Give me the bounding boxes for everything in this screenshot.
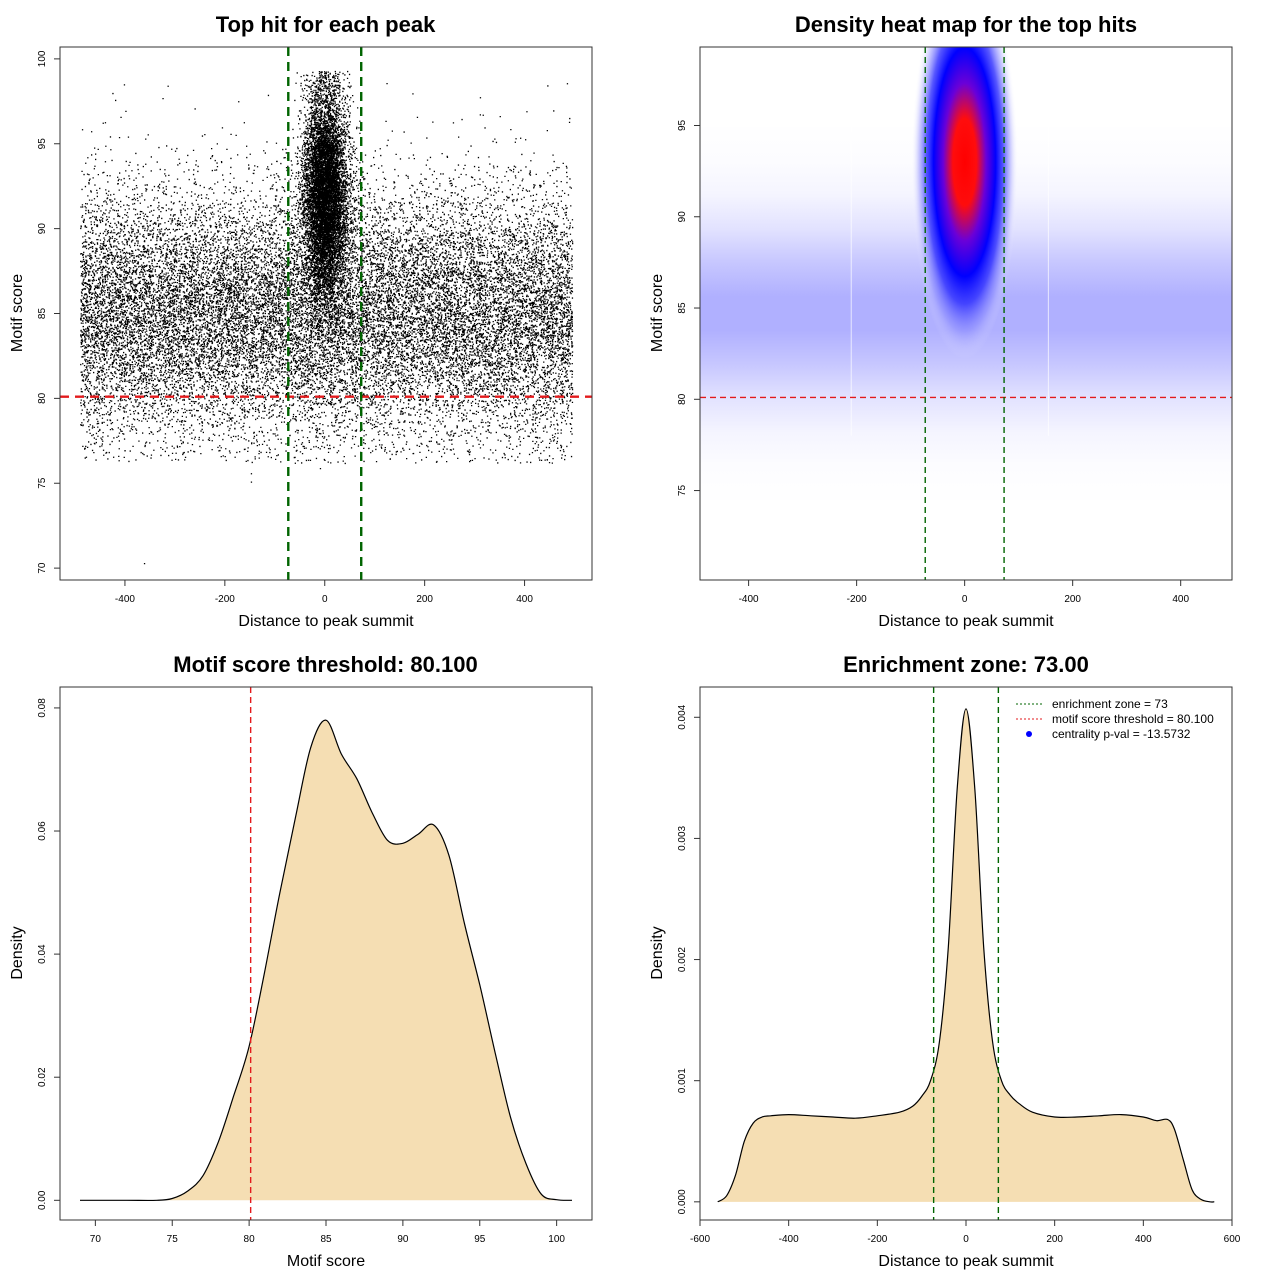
x-axis: -400 -200 0 200 400	[739, 580, 1189, 605]
legend-label: centrality p-val = -13.5732	[1052, 727, 1191, 741]
y-tick-label: 0.02	[37, 1067, 48, 1087]
y-tick-label: 0.04	[37, 944, 48, 964]
x-tick-label: 0	[962, 594, 968, 605]
density-surface	[700, 47, 1232, 580]
x-tick-label: 200	[416, 594, 433, 605]
y-tick-label: 0.06	[37, 821, 48, 841]
y-axis: 0.00 0.02 0.04 0.06 0.08	[37, 698, 60, 1210]
x-tick-label: 200	[1046, 1234, 1063, 1245]
legend-swatch-blue-dot	[1026, 731, 1032, 737]
y-tick-label: 0.004	[677, 704, 688, 729]
panel-score-density: Motif score threshold: 80.100 70 75 80 85 90…	[9, 652, 593, 1270]
x-axis-label: Distance to peak summit	[878, 613, 1054, 630]
y-tick-label: 90	[37, 223, 48, 235]
legend-item: enrichment zone = 73	[1016, 697, 1168, 711]
y-tick-label: 0.00	[37, 1190, 48, 1210]
x-axis: 70 75 80 85 90 95 100	[90, 1220, 565, 1245]
y-tick-label: 95	[37, 138, 48, 150]
y-tick-label: 85	[677, 302, 688, 314]
density-curve	[79, 719, 573, 1202]
panel-distance-density: Enrichment zone: 73.00 -600 -400 -200 0 200 4…	[649, 652, 1241, 1270]
density-area	[717, 708, 1215, 1203]
y-tick-label: 85	[37, 308, 48, 320]
chart-title: Motif score threshold: 80.100	[173, 652, 477, 677]
density-hotspot	[911, 47, 1019, 360]
y-tick-label: 75	[37, 477, 48, 489]
x-tick-label: -200	[215, 594, 235, 605]
x-tick-label: 70	[90, 1234, 102, 1245]
legend-item: motif score threshold = 80.100	[1016, 712, 1214, 726]
x-tick-label: 400	[516, 594, 533, 605]
y-tick-label: 0.002	[677, 947, 688, 972]
y-tick-label: 75	[677, 485, 688, 497]
x-tick-label: -200	[867, 1234, 887, 1245]
x-tick-label: 0	[322, 594, 328, 605]
x-tick-label: 400	[1135, 1234, 1152, 1245]
y-axis: 75 80 85 90 95	[677, 119, 700, 496]
panel-scatter: Top hit for each peak -400 -200 0 200 400 70…	[9, 12, 593, 630]
y-axis: 70 75 80 85 90 95 100	[37, 50, 60, 574]
density-fill	[717, 708, 1215, 1202]
x-tick-label: 0	[963, 1234, 969, 1245]
legend-item: centrality p-val = -13.5732	[1026, 727, 1191, 741]
reference-lines	[60, 47, 592, 580]
y-tick-label: 0.08	[37, 698, 48, 718]
x-tick-label: -200	[847, 594, 867, 605]
y-tick-label: 80	[677, 393, 688, 405]
y-axis-label: Density	[649, 926, 666, 979]
x-tick-label: 600	[1224, 1234, 1241, 1245]
x-tick-label: 85	[320, 1234, 332, 1245]
y-tick-label: 0.000	[677, 1189, 688, 1214]
legend-label: motif score threshold = 80.100	[1052, 712, 1214, 726]
x-tick-label: -400	[779, 1234, 799, 1245]
legend-label: enrichment zone = 73	[1052, 697, 1168, 711]
y-tick-label: 0.001	[677, 1068, 688, 1093]
y-tick-label: 0.003	[677, 825, 688, 850]
x-tick-label: -400	[739, 594, 759, 605]
panel-heatmap: Density heat map for the top hits -400 -2…	[649, 12, 1233, 630]
y-axis-label: Motif score	[9, 274, 26, 352]
x-axis-label: Distance to peak summit	[878, 1253, 1054, 1270]
x-tick-label: 95	[474, 1234, 486, 1245]
x-tick-label: 80	[244, 1234, 256, 1245]
reference-lines	[700, 47, 1232, 580]
scatter-points	[80, 70, 574, 565]
x-tick-label: 200	[1064, 594, 1081, 605]
chart-title: Density heat map for the top hits	[795, 12, 1137, 37]
x-tick-label: 75	[167, 1234, 179, 1245]
x-tick-label: 400	[1172, 594, 1189, 605]
x-tick-label: -600	[690, 1234, 710, 1245]
y-axis: 0.000 0.001 0.002 0.003 0.004	[677, 704, 700, 1214]
x-axis-label: Distance to peak summit	[238, 613, 414, 630]
plot-frame	[699, 46, 1233, 581]
x-tick-label: 90	[397, 1234, 409, 1245]
x-axis: -600 -400 -200 0 200 400 600	[690, 1220, 1241, 1245]
x-tick-label: -400	[115, 594, 135, 605]
reference-lines	[932, 687, 1000, 1220]
x-axis-label: Motif score	[287, 1253, 365, 1270]
scatter-point-set	[80, 70, 574, 565]
density-curve	[717, 708, 1215, 1203]
y-axis-label: Motif score	[649, 274, 666, 352]
y-tick-label: 90	[677, 211, 688, 223]
density-area	[79, 719, 573, 1202]
y-tick-label: 80	[37, 392, 48, 404]
chart-title: Top hit for each peak	[216, 12, 436, 37]
y-tick-label: 95	[677, 119, 688, 131]
x-tick-label: 100	[548, 1234, 565, 1245]
y-axis-label: Density	[9, 926, 26, 979]
y-tick-label: 100	[37, 50, 48, 67]
x-axis: -400 -200 0 200 400	[115, 580, 533, 605]
y-tick-label: 70	[37, 562, 48, 574]
legend: enrichment zone = 73 motif score thresho…	[1016, 697, 1214, 741]
density-fill	[80, 720, 572, 1201]
chart-title: Enrichment zone: 73.00	[843, 652, 1089, 677]
